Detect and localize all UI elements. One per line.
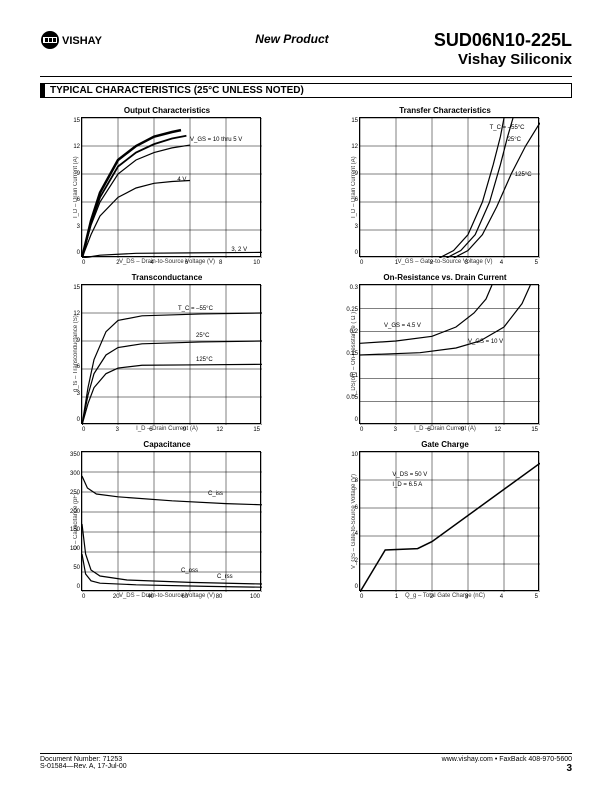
brand: Vishay Siliconix xyxy=(434,51,572,68)
footer: Document Number: 71253 S-01584—Rev. A, 1… xyxy=(40,753,572,774)
plot-area: 1512963003691215T_C = –55°C25°C125°C xyxy=(81,284,261,424)
svg-text:VISHAY: VISHAY xyxy=(62,35,103,47)
chart-title: Capacitance xyxy=(143,440,190,449)
chart-annotation: C_iss xyxy=(208,491,223,497)
header: VISHAY New Product SUD06N10-225L Vishay … xyxy=(40,30,572,68)
x-ticks: 0246810 xyxy=(82,260,260,266)
chart-annotation: V_DS = 50 V xyxy=(392,472,427,478)
title-block: SUD06N10-225L Vishay Siliconix xyxy=(434,30,572,68)
curve xyxy=(360,463,540,592)
y-ticks: 15129630 xyxy=(66,285,80,423)
new-product-label: New Product xyxy=(255,32,328,46)
header-divider xyxy=(40,76,572,77)
plot-area: 151296300246810V_GS = 10 thru 5 V4 V3, 2… xyxy=(81,117,261,257)
chart-title: On-Resistance vs. Drain Current xyxy=(383,273,506,282)
y-ticks: 0.30.250.20.150.10.050 xyxy=(344,285,358,423)
curve xyxy=(82,181,190,258)
curve xyxy=(454,123,540,258)
chart-annotation: 125°C xyxy=(515,172,532,178)
plot-area: 1086420012345V_DS = 50 VI_D = 6.5 A xyxy=(359,451,539,591)
chart-annotation: T_C = –55°C xyxy=(490,125,525,131)
chart-title: Gate Charge xyxy=(421,440,469,449)
logo-block: VISHAY xyxy=(40,30,110,50)
y-ticks: 1086420 xyxy=(344,452,358,590)
plot-area: 0.30.250.20.150.10.05003691215V_GS = 4.5… xyxy=(359,284,539,424)
charts-grid: Output CharacteristicsI_D – Drain Curren… xyxy=(40,106,572,599)
plot-area: 15129630012345T_C = –55°C25°C125°C xyxy=(359,117,539,257)
chart-annotation: 4 V xyxy=(177,177,186,183)
curve xyxy=(82,341,262,425)
chart-transcond: Transconductanceg_fs – Transconductance … xyxy=(40,273,294,432)
chart-cap: CapacitanceC – Capacitance (pF)350300250… xyxy=(40,440,294,599)
chart-svg xyxy=(360,285,540,425)
curve xyxy=(82,476,262,505)
chart-annotation: C_rss xyxy=(217,574,233,580)
x-ticks: 03691215 xyxy=(82,427,260,433)
curve xyxy=(82,364,262,425)
chart-annotation: T_C = –55°C xyxy=(178,306,213,312)
curve xyxy=(82,524,262,584)
doc-number: Document Number: 71253 xyxy=(40,756,127,763)
footer-left: Document Number: 71253 S-01584—Rev. A, 1… xyxy=(40,756,127,774)
vishay-logo-icon: VISHAY xyxy=(40,30,110,50)
chart-svg xyxy=(82,452,262,592)
chart-annotation: I_D = 6.5 A xyxy=(392,482,422,488)
y-ticks: 15129630 xyxy=(344,118,358,256)
footer-right: www.vishay.com • FaxBack 408-970-5600 3 xyxy=(442,756,572,774)
rev-date: S-01584—Rev. A, 17-Jul-00 xyxy=(40,763,127,770)
chart-title: Transfer Characteristics xyxy=(399,106,491,115)
page-number: 3 xyxy=(442,763,572,774)
x-ticks: 012345 xyxy=(360,594,538,600)
part-number: SUD06N10-225L xyxy=(434,30,572,51)
chart-annotation: V_GS = 4.5 V xyxy=(384,323,421,329)
x-ticks: 012345 xyxy=(360,260,538,266)
chart-output: Output CharacteristicsI_D – Drain Curren… xyxy=(40,106,294,265)
chart-annotation: 25°C xyxy=(508,137,521,143)
chart-gate: Gate ChargeV_GS – Gate-to-Source Voltage… xyxy=(318,440,572,599)
chart-title: Output Characteristics xyxy=(124,106,210,115)
chart-rdson: On-Resistance vs. Drain Currentr_DS(on) … xyxy=(318,273,572,432)
chart-svg xyxy=(360,452,540,592)
x-ticks: 020406080100 xyxy=(82,594,260,600)
curve xyxy=(439,118,504,258)
footer-url: www.vishay.com • FaxBack 408-970-5600 xyxy=(442,756,572,763)
y-ticks: 350300250200150100500 xyxy=(66,452,80,590)
y-ticks: 15129630 xyxy=(66,118,80,256)
chart-annotation: 3, 2 V xyxy=(231,247,247,253)
section-title-bar: TYPICAL CHARACTERISTICS (25°C UNLESS NOT… xyxy=(40,83,572,98)
chart-annotation: V_GS = 10 V xyxy=(468,339,503,345)
chart-annotation: 125°C xyxy=(196,357,213,363)
chart-transfer: Transfer CharacteristicsI_D – Drain Curr… xyxy=(318,106,572,265)
curve xyxy=(360,285,530,355)
chart-svg xyxy=(82,285,262,425)
x-ticks: 03691215 xyxy=(360,427,538,433)
chart-title: Transconductance xyxy=(132,273,203,282)
section-title-text: TYPICAL CHARACTERISTICS (25°C UNLESS NOT… xyxy=(50,85,304,96)
chart-annotation: C_oss xyxy=(181,568,198,574)
plot-area: 350300250200150100500020406080100C_issC_… xyxy=(81,451,261,591)
chart-annotation: V_GS = 10 thru 5 V xyxy=(190,137,242,143)
curve xyxy=(360,285,492,343)
chart-annotation: 25°C xyxy=(196,333,209,339)
curve xyxy=(82,252,262,258)
